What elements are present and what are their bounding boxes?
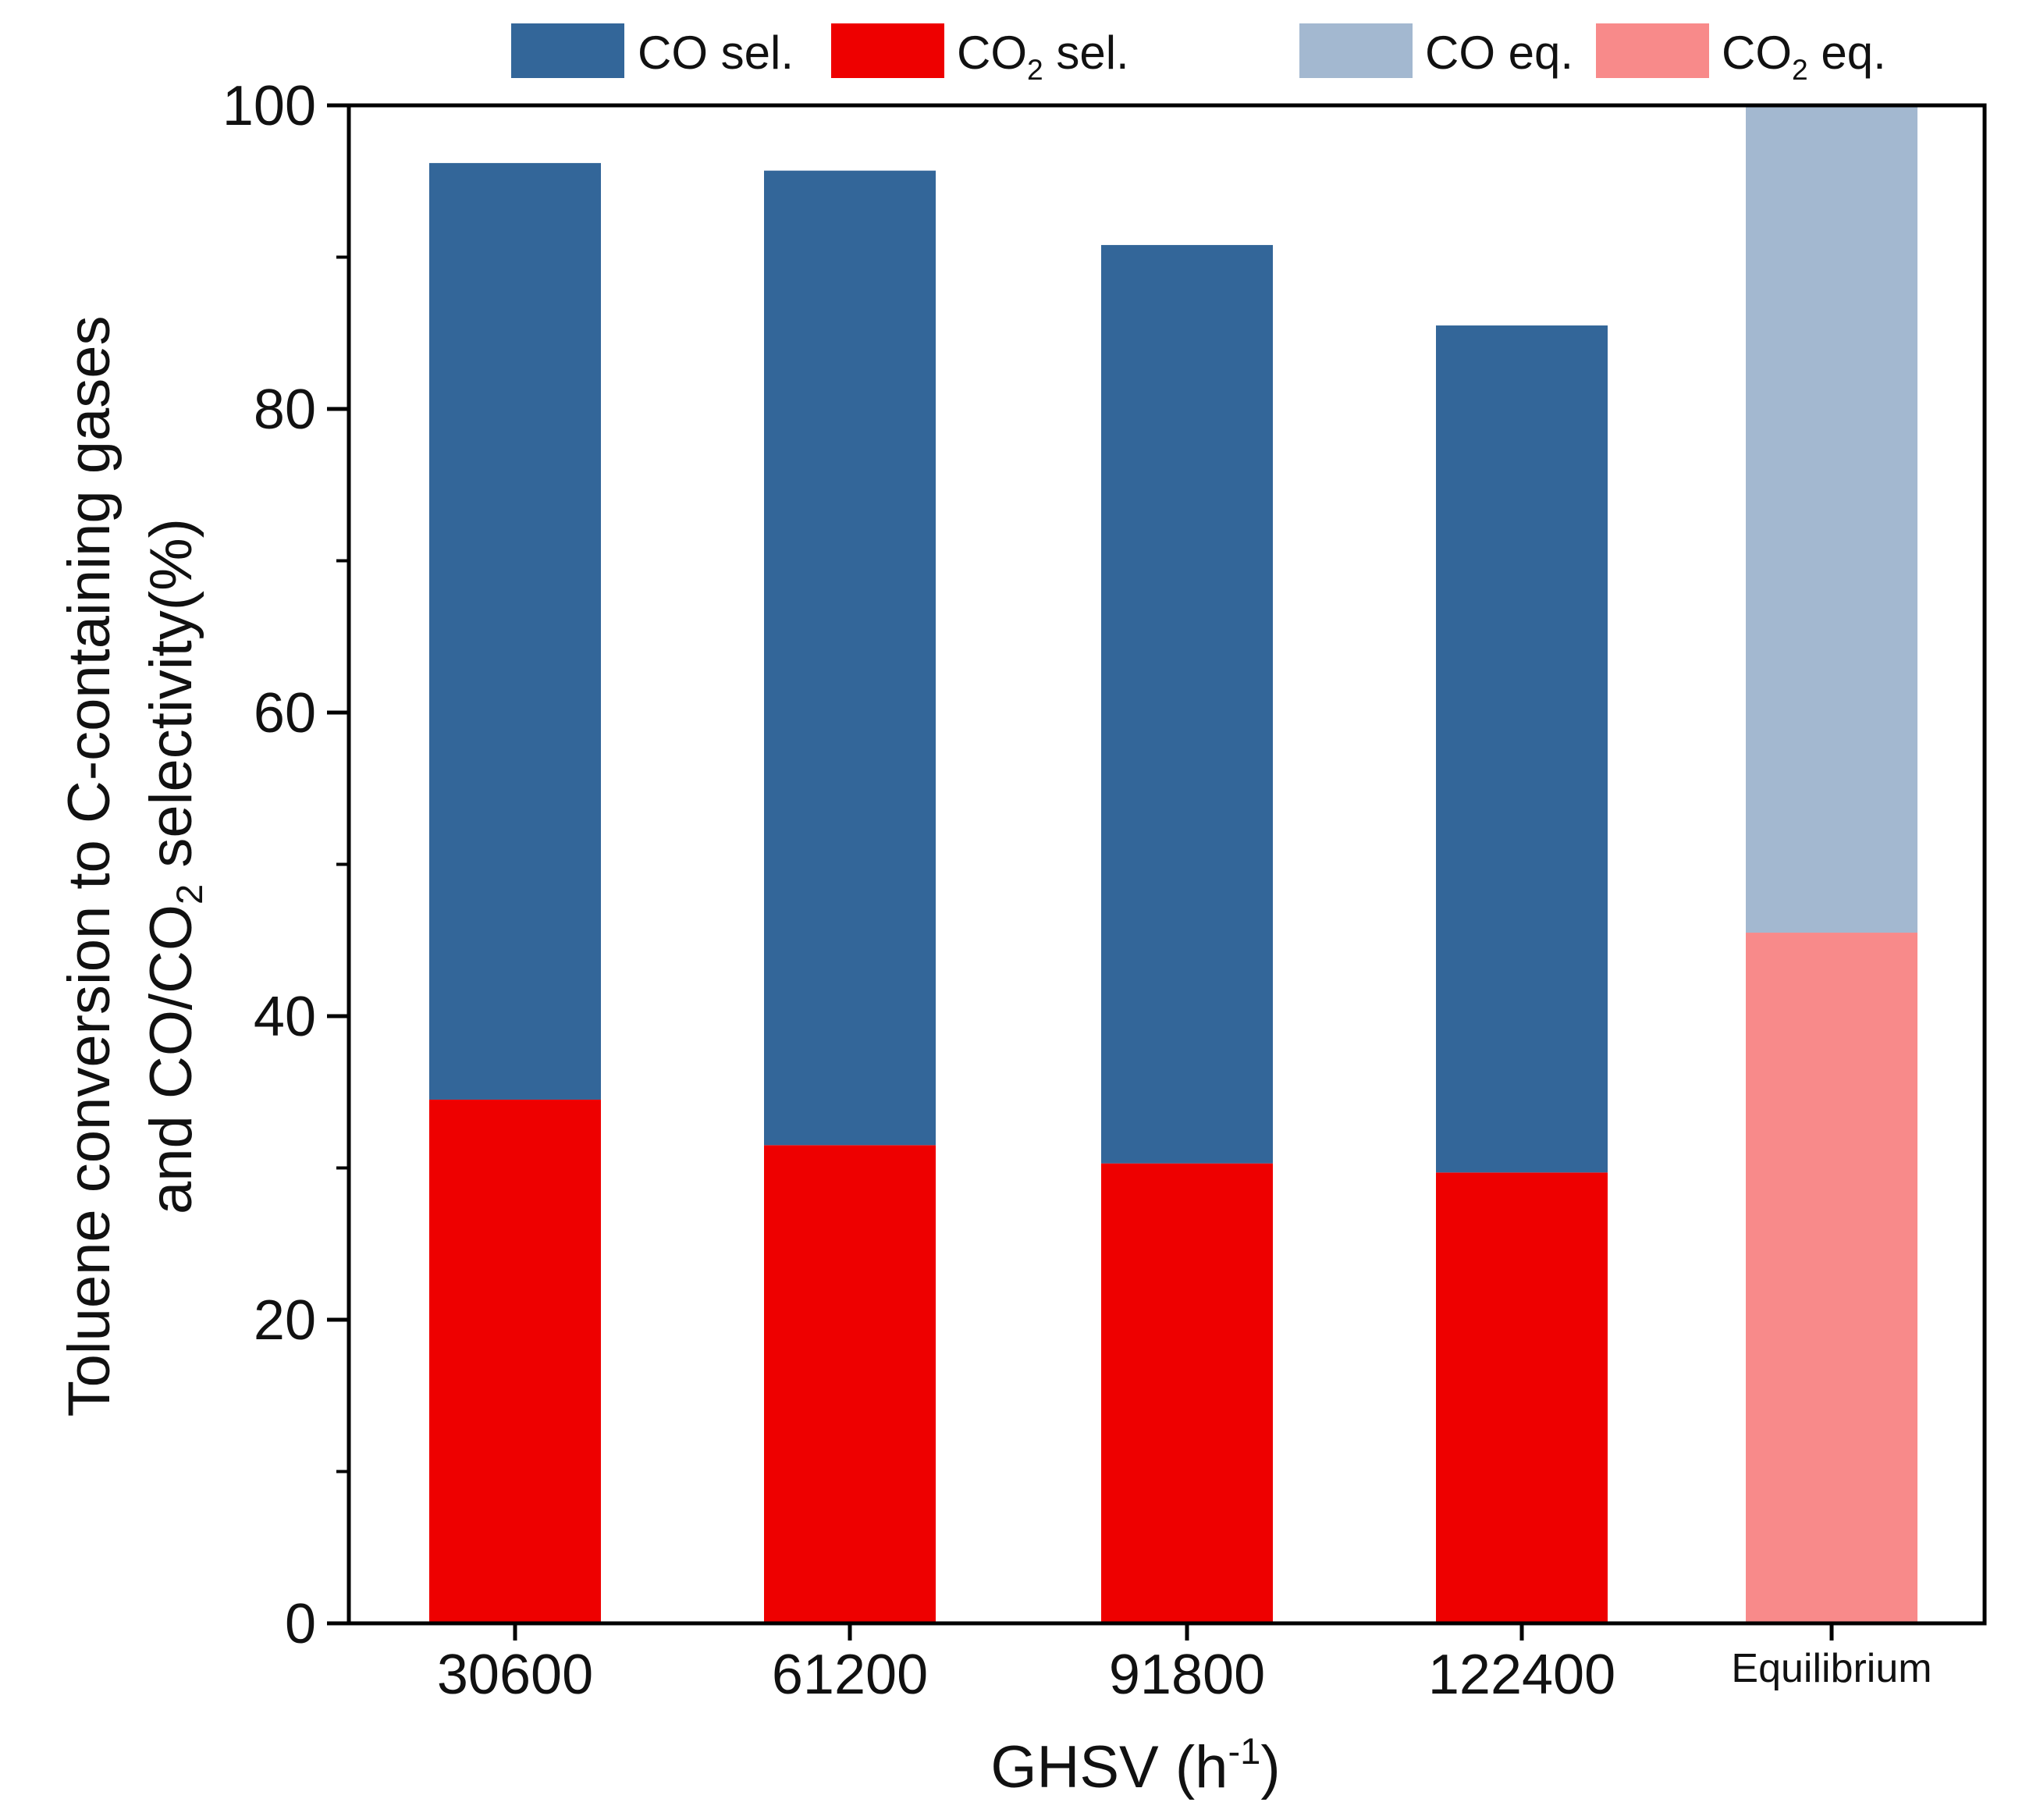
legend-label-co2-sel: CO2 sel. xyxy=(957,27,1129,86)
legend-swatch-co-eq xyxy=(1299,23,1413,78)
bar-co_sel-122400 xyxy=(1436,325,1608,1173)
bar-co2_eq-equilibrium xyxy=(1746,933,1917,1623)
bar-co2_sel-61200 xyxy=(764,1145,936,1623)
bars-layer xyxy=(429,105,1917,1623)
legend-label-co-eq: CO eq. xyxy=(1425,27,1573,79)
legend-swatch-co2-eq xyxy=(1596,23,1709,78)
y-tick-label: 20 xyxy=(254,1289,316,1352)
x-axis-label: GHSV (h-1) xyxy=(990,1730,1280,1800)
bar-co_sel-91800 xyxy=(1101,244,1273,1164)
bar-co_sel-30600 xyxy=(429,162,601,1100)
y-tick-label: 60 xyxy=(254,682,316,745)
y-axis-label: Toluene conversion to C-containing gases… xyxy=(56,315,210,1417)
bar-co2_sel-122400 xyxy=(1436,1172,1608,1623)
x-tick-label: 122400 xyxy=(1428,1644,1615,1706)
x-tick-label: 30600 xyxy=(437,1644,593,1706)
legend-label-co-sel: CO sel. xyxy=(638,27,794,79)
legend-label-co2-eq: CO2 eq. xyxy=(1722,27,1886,86)
x-tick-label: Equilibrium xyxy=(1731,1646,1932,1691)
legend-swatch-co-sel xyxy=(511,23,624,78)
x-tick-label: 61200 xyxy=(772,1644,928,1706)
bar-co_sel-61200 xyxy=(764,170,936,1146)
y-axis-label-line2: and CO/CO2 selectivity(%) xyxy=(138,518,210,1214)
bar-co2_sel-91800 xyxy=(1101,1163,1273,1623)
axes-layer: 0 20 40 60 80 100 30600 61200 91800 122400 Equilib… xyxy=(222,75,1987,1706)
y-axis-label-line1: Toluene conversion to C-containing gases xyxy=(56,315,123,1417)
legend: CO sel. CO2 sel. CO eq. CO2 eq. xyxy=(511,23,1886,86)
y-tick-label: 0 xyxy=(285,1593,316,1655)
legend-swatch-co2-sel xyxy=(831,23,944,78)
bar-co_eq-equilibrium xyxy=(1746,105,1917,933)
bar-co2_sel-30600 xyxy=(429,1099,601,1623)
x-tick-label: 91800 xyxy=(1109,1644,1265,1706)
y-tick-label: 100 xyxy=(222,75,316,137)
y-tick-label: 40 xyxy=(254,986,316,1048)
y-tick-label: 80 xyxy=(254,379,316,441)
